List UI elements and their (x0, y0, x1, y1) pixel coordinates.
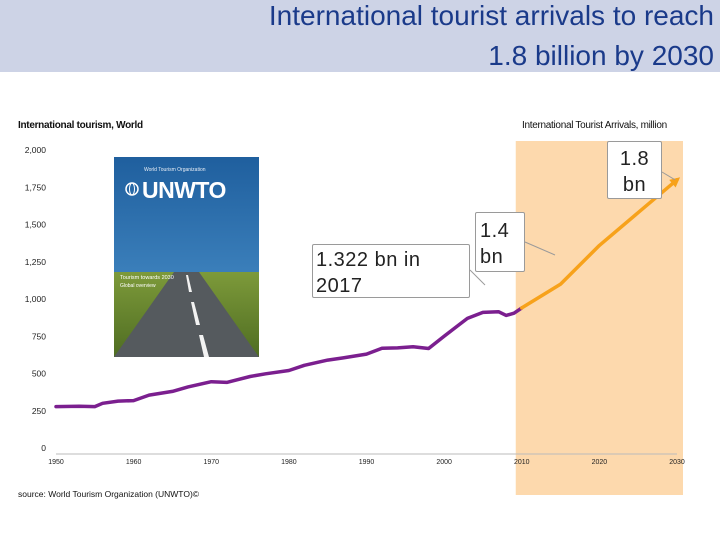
forecast-arrow-head (669, 177, 681, 188)
callout-1-4-bn-pointer (524, 241, 556, 256)
chart-y-axis-title: International Tourist Arrivals, million (522, 120, 667, 131)
y-tick-label: 250 (32, 406, 46, 416)
source-note: source: World Tourism Organization (UNWT… (18, 489, 200, 499)
x-tick-label: 1980 (281, 459, 297, 466)
title-bar: International tourist arrivals to reach … (0, 0, 720, 72)
y-tick-label: 0 (41, 443, 46, 453)
x-tick-label: 1960 (126, 459, 142, 466)
callout-1-8-bn-pointer (661, 171, 676, 181)
callout-1-4-bn-text: 1.4 bn (480, 220, 510, 268)
book-cover-title: Tourism towards 2030 (120, 275, 174, 281)
callout-2017-text: 1.322 bn in 2017 (316, 249, 421, 297)
series-line-historical (54, 306, 524, 409)
y-tick-label: 1,250 (25, 257, 47, 267)
y-tick-label: 1,750 (25, 182, 47, 192)
x-tick-label: 2000 (436, 459, 452, 466)
book-cover-art (114, 157, 259, 357)
series-line-forecast (520, 178, 679, 310)
x-tick-label: 1990 (359, 459, 375, 466)
callout-1-8-bn: 1.8 bn (607, 141, 662, 199)
x-tick-label: 1950 (48, 459, 64, 466)
book-org-text: World Tourism Organization (144, 167, 206, 173)
callout-1-4-bn: 1.4 bn (475, 212, 525, 272)
book-logo-text: UNWTO (142, 177, 226, 203)
callout-2017: 1.322 bn in 2017 (312, 244, 470, 298)
y-tick-label: 500 (32, 369, 46, 379)
x-tick-label: 2010 (514, 459, 530, 466)
y-tick-label: 1,000 (25, 294, 47, 304)
y-tick-label: 750 (32, 331, 46, 341)
x-tick-label: 2020 (592, 459, 608, 466)
book-cover-subtitle: Global overview (120, 283, 156, 289)
x-tick-label: 2030 (669, 459, 685, 466)
slide-title-line-1: International tourist arrivals to reach (268, 0, 714, 31)
y-tick-label: 2,000 (25, 145, 47, 155)
slide-title-line-2: 1.8 billion by 2030 (488, 40, 714, 71)
chart-title: International tourism, World (18, 120, 143, 131)
callout-1-8-bn-text: 1.8 bn (619, 148, 650, 196)
book-cover-image: World Tourism Organization UNWTO Tourism… (114, 157, 259, 357)
y-tick-label: 1,500 (25, 220, 47, 230)
x-tick-label: 1970 (203, 459, 219, 466)
callout-2017-pointer (469, 269, 486, 286)
